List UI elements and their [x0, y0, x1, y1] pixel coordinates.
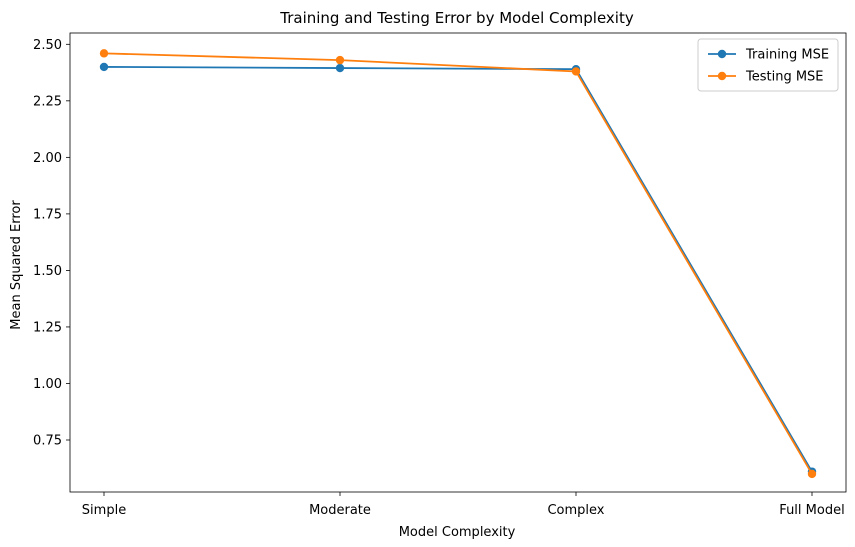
y-tick-label: 1.00: [33, 377, 62, 392]
plot-frame: [69, 32, 847, 493]
series-2-point: [571, 67, 581, 76]
legend: Training MSE Testing MSE: [697, 38, 839, 92]
y-tick-label: 0.75: [33, 433, 62, 448]
chart-title: Training and Testing Error by Model Comp…: [279, 9, 634, 27]
y-tick-label: 1.50: [33, 264, 62, 279]
series-2-point: [335, 55, 345, 65]
x-tick-label: Moderate: [309, 503, 371, 518]
legend-box: [697, 38, 839, 92]
legend-marker-1: [717, 49, 727, 59]
x-tick-label: Simple: [82, 503, 126, 518]
y-tick-label: 1.75: [33, 207, 62, 222]
series-2-point: [99, 49, 109, 58]
legend-label-2: Testing MSE: [745, 70, 824, 85]
series-line-2: [103, 52, 813, 475]
legend-label-1: Training MSE: [745, 48, 829, 63]
y-tick-label: 2.25: [33, 94, 62, 109]
series-1-point: [99, 62, 109, 72]
y-tick-label: 1.25: [33, 320, 62, 335]
plot-area: 0.75 1.00 1.25 1.50 1.75 2.00 2.25 2.50 Simple Mo…: [33, 32, 847, 518]
x-axis-label: Model Complexity: [399, 525, 516, 540]
y-axis-label: Mean Squared Error: [9, 200, 24, 330]
y-tick-label: 2.00: [33, 151, 62, 166]
series-2-point: [807, 469, 817, 479]
x-tick-label: Full Model: [779, 503, 844, 518]
y-tick-label: 2.50: [33, 38, 62, 53]
x-tick-label: Complex: [547, 503, 604, 518]
series-line-1: [103, 66, 813, 473]
series-1-point: [335, 63, 345, 73]
legend-marker-2: [717, 71, 727, 81]
